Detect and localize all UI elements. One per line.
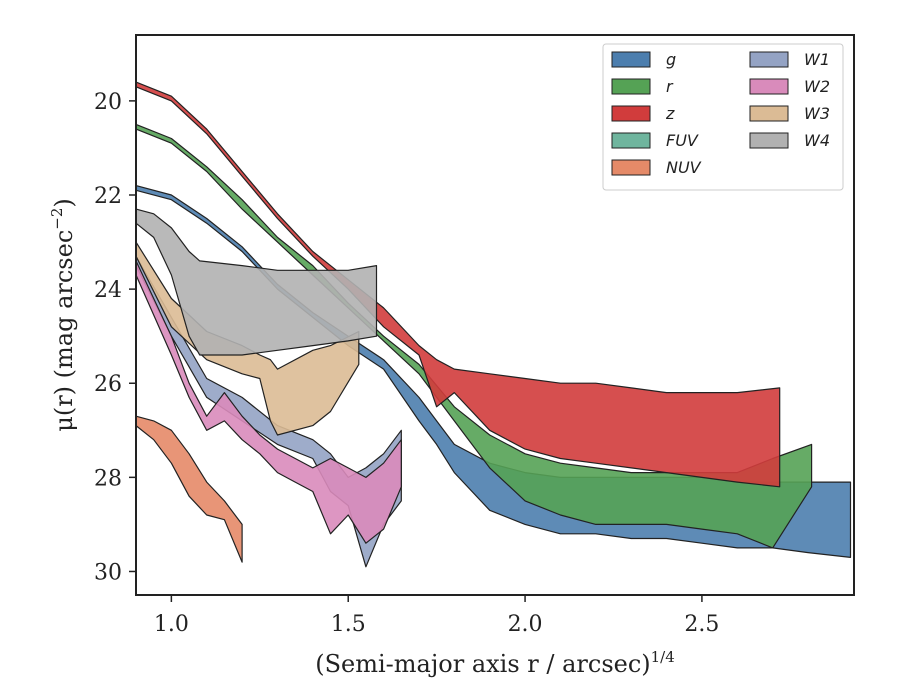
x-tick-label: 1.0 — [154, 612, 189, 637]
y-tick-label: 22 — [94, 184, 122, 209]
y-tick-label: 28 — [94, 466, 122, 491]
y-axis-label: μ(r) (mag arcsec−2) — [48, 198, 78, 432]
legend-swatch-w1 — [749, 51, 789, 68]
legend-swatch-g — [611, 51, 651, 68]
y-axis: 20 22 24 26 28 30 — [94, 90, 136, 585]
legend-label-g: g — [666, 50, 676, 69]
band-w4 — [135, 208, 378, 356]
legend-swatch-fuv — [611, 132, 651, 149]
legend: grz FUV NUV W1 W2 W3 W4 — [602, 43, 844, 191]
legend-label-fuv: FUV — [666, 131, 699, 150]
x-tick-label: 2.5 — [684, 612, 719, 637]
y-tick-label: 30 — [94, 560, 122, 585]
legend-label-w1: W1 — [804, 50, 830, 69]
legend-label-w3: W3 — [804, 104, 830, 123]
x-axis-label: (Semi-major axis r / arcsec)1/4 — [315, 648, 675, 678]
legend-label-w4: W4 — [804, 131, 830, 150]
band-nuv — [135, 415, 243, 563]
x-tick-label: 2.0 — [508, 612, 543, 637]
legend-label-z: z — [665, 104, 675, 123]
x-tick-label: 1.5 — [331, 612, 366, 637]
legend-label-nuv: NUV — [666, 158, 702, 177]
plot-frame — [135, 34, 855, 596]
y-tick-label: 24 — [94, 278, 122, 303]
legend-swatch-w2 — [749, 78, 789, 95]
band-fills — [135, 81, 852, 568]
legend-swatch-r — [611, 78, 651, 95]
legend-swatch-w3 — [749, 105, 789, 122]
legend-label-r: r — [666, 77, 674, 96]
legend-swatch-z — [611, 105, 651, 122]
y-tick-label: 20 — [94, 90, 122, 115]
legend-swatch-w4 — [749, 132, 789, 149]
y-tick-label: 26 — [94, 372, 122, 397]
legend-swatch-nuv — [611, 159, 651, 176]
legend-label-w2: W2 — [804, 77, 830, 96]
band-w2 — [135, 260, 402, 544]
x-axis: 1.0 1.5 2.0 2.5 — [154, 595, 719, 637]
